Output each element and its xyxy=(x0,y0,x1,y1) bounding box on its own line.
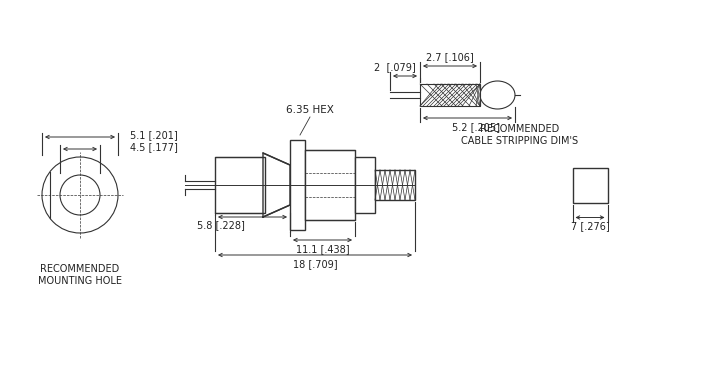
Bar xyxy=(215,157,265,213)
Text: 2  [.079]: 2 [.079] xyxy=(374,62,416,72)
Bar xyxy=(355,157,375,213)
Text: 2.7 [.106]: 2.7 [.106] xyxy=(426,52,474,62)
Circle shape xyxy=(42,157,118,233)
Bar xyxy=(420,84,480,106)
Text: 7 [.276]: 7 [.276] xyxy=(571,222,609,232)
Text: RECOMMENDED
MOUNTING HOLE: RECOMMENDED MOUNTING HOLE xyxy=(38,264,122,286)
Circle shape xyxy=(60,175,100,215)
Text: 4.5 [.177]: 4.5 [.177] xyxy=(130,142,178,152)
Text: 6.35 HEX: 6.35 HEX xyxy=(286,105,334,115)
Text: 5.1 [.201]: 5.1 [.201] xyxy=(130,130,178,140)
Bar xyxy=(572,167,608,202)
Text: RECOMMENDED
CABLE STRIPPING DIM'S: RECOMMENDED CABLE STRIPPING DIM'S xyxy=(462,124,579,146)
Ellipse shape xyxy=(480,81,515,109)
Bar xyxy=(375,170,415,200)
Text: 18 [.709]: 18 [.709] xyxy=(293,259,337,269)
Bar xyxy=(305,150,355,220)
Text: 5.8 [.228]: 5.8 [.228] xyxy=(197,220,245,230)
Text: 11.1 [.438]: 11.1 [.438] xyxy=(296,244,349,254)
Bar xyxy=(290,140,305,230)
Text: 5.2 [.205]: 5.2 [.205] xyxy=(451,122,500,132)
